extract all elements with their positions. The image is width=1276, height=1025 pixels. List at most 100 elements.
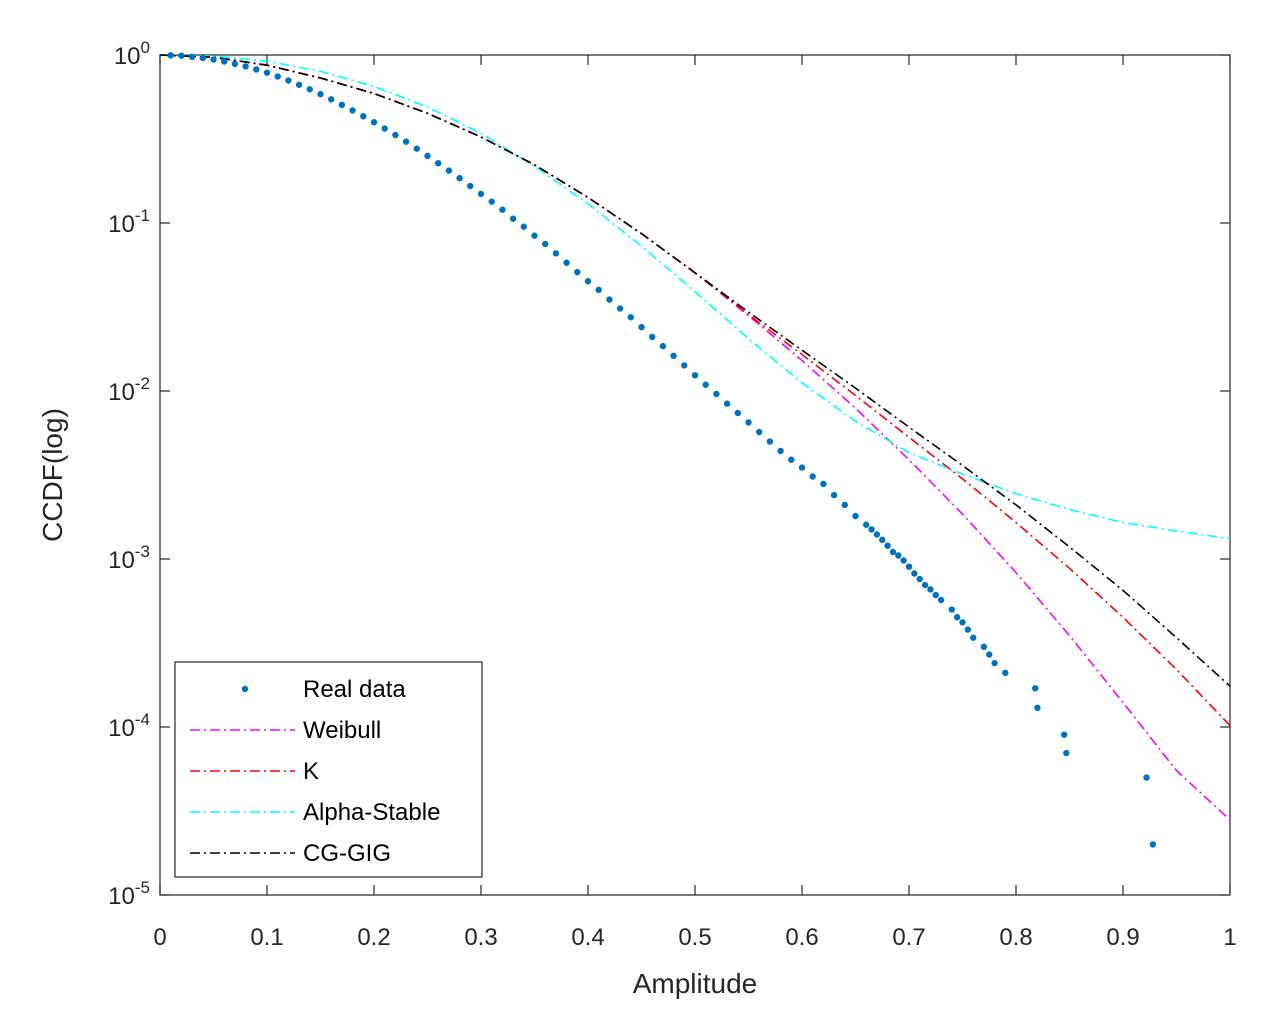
- real-data-point: [937, 596, 945, 604]
- real-data-point: [467, 182, 474, 190]
- y-tick-base: 10: [108, 211, 135, 238]
- legend-label-k: K: [303, 758, 319, 785]
- real-data-point: [520, 223, 527, 230]
- real-data-point: [809, 473, 816, 480]
- real-data-point: [991, 659, 998, 667]
- y-tick-label: 100: [114, 38, 150, 70]
- real-data-point: [734, 409, 741, 417]
- real-data-point: [905, 563, 913, 570]
- legend-label-cg-gig: CG-GIG: [303, 840, 391, 867]
- cg-gig-series-line: [159, 54, 1231, 687]
- real-data-point: [948, 606, 955, 613]
- real-data-point: [723, 400, 731, 407]
- real-data-point: [691, 372, 699, 379]
- real-data-point: [1143, 774, 1150, 781]
- y-tick-exponent: -1: [135, 206, 150, 225]
- y-tick-base: 10: [108, 715, 135, 742]
- real-data-point: [911, 570, 918, 577]
- real-data-point: [402, 138, 410, 145]
- legend-label-alpha-stable: Alpha-Stable: [303, 799, 440, 826]
- y-tick-exponent: -2: [135, 374, 150, 393]
- real-data-point: [531, 232, 538, 239]
- y-tick-label: 10-5: [108, 878, 150, 910]
- real-data-point: [295, 81, 303, 88]
- real-data-point: [873, 531, 881, 538]
- real-data-point: [231, 60, 239, 68]
- axis-ticks: 0 0.1 0.2 0.3 0.4 0.5 0.6 0.7 0.8 0.9 110010-110-2…: [108, 38, 1237, 951]
- x-tick-label: 0.3: [464, 924, 497, 951]
- legend-box: [174, 661, 483, 878]
- real-data-point: [392, 131, 399, 139]
- x-tick-label: 1: [1223, 924, 1236, 951]
- real-data-point: [606, 296, 613, 303]
- real-data-point: [1060, 731, 1068, 738]
- series-layer: [159, 52, 1231, 848]
- real-data-point: [638, 323, 645, 331]
- x-tick-label: 0.5: [678, 924, 711, 951]
- real-data-point: [509, 215, 517, 222]
- real-data-point: [274, 73, 281, 80]
- real-data-point: [167, 52, 174, 59]
- y-tick-base: 10: [108, 379, 135, 406]
- legend-label-real-data: Real data: [303, 676, 406, 703]
- x-tick-label: 0.1: [250, 924, 283, 951]
- real-data-point: [221, 58, 228, 65]
- y-tick-exponent: -5: [135, 878, 150, 897]
- real-data-point: [681, 362, 688, 369]
- real-data-point: [360, 113, 367, 120]
- real-data-point: [424, 152, 431, 160]
- x-tick-label: 0.6: [785, 924, 818, 951]
- y-tick-exponent: 0: [141, 38, 150, 57]
- real-data-point: [659, 342, 667, 350]
- x-axis-label: Amplitude: [633, 968, 758, 999]
- real-data-point: [242, 63, 249, 70]
- real-data-point: [627, 313, 634, 321]
- real-data-point: [702, 381, 709, 388]
- real-data-point: [777, 447, 784, 455]
- real-data-point: [959, 619, 966, 626]
- real-data-point: [1034, 704, 1041, 712]
- real-data-point: [820, 480, 827, 488]
- real-data-point: [306, 86, 313, 93]
- x-tick-label: 0.9: [1106, 924, 1139, 951]
- real-data-point: [328, 96, 335, 103]
- real-data-point: [445, 167, 453, 174]
- real-data-point: [788, 456, 795, 463]
- real-data-point: [649, 333, 656, 341]
- real-data-point: [889, 548, 897, 556]
- y-tick-base: 10: [108, 883, 135, 910]
- y-tick-label: 10-3: [108, 542, 150, 574]
- real-data-point: [488, 198, 495, 205]
- real-data-point: [477, 190, 485, 198]
- real-data-point: [552, 250, 560, 257]
- y-tick-label: 10-2: [108, 374, 150, 406]
- real-data-point: [188, 53, 196, 61]
- y-tick-base: 10: [108, 547, 135, 574]
- real-data-point: [263, 69, 271, 76]
- real-data-point: [868, 526, 875, 533]
- real-data-point: [900, 557, 907, 564]
- real-data-point: [830, 491, 838, 499]
- x-tick-label: 0.7: [892, 924, 925, 951]
- y-tick-exponent: -3: [135, 542, 150, 561]
- real-data-point: [670, 352, 677, 360]
- real-data-point: [338, 101, 346, 109]
- real-data-point: [381, 125, 388, 132]
- y-tick-label: 10-1: [108, 206, 150, 238]
- real-data-point: [927, 586, 934, 593]
- real-data-point: [616, 305, 624, 312]
- real-data-point: [953, 614, 961, 621]
- real-data-point: [210, 56, 217, 63]
- real-data-point: [595, 286, 602, 294]
- real-data-point: [964, 626, 972, 633]
- real-data-point: [456, 174, 463, 182]
- legend-marker-real-data: [241, 685, 249, 693]
- real-data-point: [285, 77, 292, 84]
- real-data-point: [986, 651, 993, 658]
- real-data-point: [970, 634, 977, 641]
- real-data-point: [932, 591, 939, 599]
- real-data-point: [863, 521, 870, 528]
- y-axis-label: CCDF(log): [37, 408, 68, 542]
- y-tick-label: 10-4: [108, 710, 150, 742]
